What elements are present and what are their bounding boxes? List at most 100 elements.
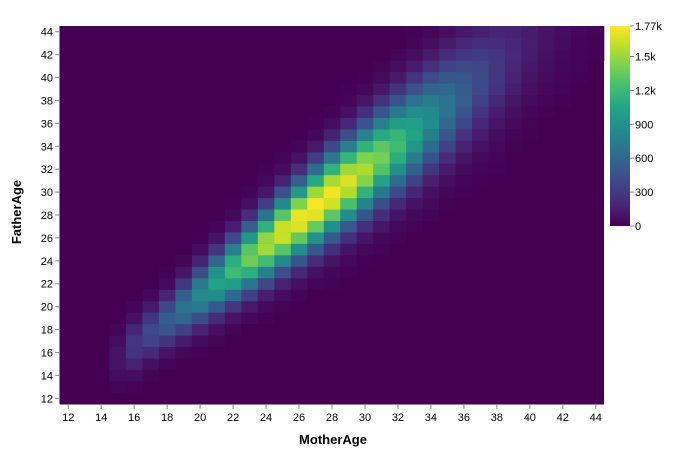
heatmap-cell bbox=[439, 94, 456, 107]
heatmap-cell bbox=[373, 152, 390, 164]
heatmap-cell bbox=[488, 129, 506, 141]
heatmap-cell bbox=[389, 117, 407, 130]
heatmap-cell bbox=[488, 152, 506, 164]
heatmap-cell bbox=[389, 186, 407, 199]
x-tick-label: 30 bbox=[359, 412, 371, 424]
heatmap-cell bbox=[175, 312, 193, 325]
x-tick-label: 28 bbox=[326, 412, 338, 424]
heatmap-cell bbox=[356, 83, 374, 96]
heatmap-cell bbox=[208, 300, 226, 313]
heatmap-cell bbox=[488, 26, 506, 38]
heatmap-cell bbox=[274, 197, 292, 210]
x-axis: 12 14 16 18 20 22 24 26 28 30 32 34 36 38 40 42 44 bbox=[60, 404, 604, 424]
heatmap-cell bbox=[488, 48, 506, 61]
y-tick-label: 36 bbox=[41, 118, 53, 130]
heatmap-cell bbox=[455, 117, 473, 130]
x-tick-label: 20 bbox=[194, 412, 206, 424]
heatmap-cell bbox=[406, 163, 423, 176]
heatmap-cell bbox=[521, 26, 539, 38]
heatmap-cell bbox=[257, 278, 275, 290]
heatmap-cell bbox=[439, 152, 456, 164]
heatmap-cell bbox=[323, 232, 341, 244]
heatmap-cell bbox=[373, 186, 390, 199]
heatmap-cell bbox=[373, 163, 390, 176]
heatmap-cell bbox=[389, 60, 407, 73]
heatmap-cell bbox=[323, 220, 341, 233]
heatmap-cell bbox=[521, 37, 539, 50]
heatmap-cell bbox=[587, 48, 605, 61]
heatmap-cell bbox=[323, 129, 341, 141]
heatmap-cell bbox=[389, 232, 407, 244]
heatmap-cell bbox=[340, 243, 358, 256]
heatmap-cell bbox=[340, 174, 358, 187]
heatmap-cell bbox=[422, 60, 440, 73]
heatmap-cell bbox=[290, 232, 308, 244]
heatmap-cell bbox=[389, 197, 407, 210]
heatmap-cell bbox=[538, 60, 555, 73]
heatmap-cell bbox=[373, 197, 390, 210]
heatmap-cell bbox=[406, 174, 423, 187]
heatmap-cell bbox=[158, 358, 176, 370]
heatmap-cell bbox=[505, 83, 522, 96]
legend-tick-label: 600 bbox=[635, 153, 653, 165]
heatmap-cell bbox=[554, 94, 572, 107]
heatmap-cell bbox=[389, 209, 407, 222]
y-tick-label: 32 bbox=[41, 164, 53, 176]
heatmap-cell bbox=[505, 94, 522, 107]
heatmap-cell bbox=[356, 140, 374, 153]
heatmap-cell bbox=[142, 323, 160, 336]
heatmap-cell bbox=[472, 83, 489, 96]
heatmap-cell bbox=[257, 197, 275, 210]
heatmap-cell bbox=[340, 152, 358, 164]
heatmap-cell bbox=[290, 266, 308, 279]
heatmap-cell bbox=[274, 300, 292, 313]
heatmap-cell bbox=[422, 174, 440, 187]
heatmap-cell bbox=[224, 289, 242, 302]
heatmap-cell bbox=[175, 346, 193, 359]
heatmap-cell bbox=[472, 163, 489, 176]
heatmap-cell bbox=[340, 232, 358, 244]
heatmap-cell bbox=[389, 129, 407, 141]
heatmap-cell bbox=[142, 346, 160, 359]
heatmap-cell bbox=[406, 60, 423, 73]
heatmap-cell bbox=[340, 129, 358, 141]
heatmap-cell bbox=[257, 243, 275, 256]
heatmap-cell bbox=[307, 255, 325, 267]
heatmap-cell bbox=[208, 323, 226, 336]
heatmap-cell bbox=[257, 266, 275, 279]
heatmap-cell bbox=[191, 289, 209, 302]
heatmap-cell bbox=[439, 37, 456, 50]
heatmap-cell bbox=[472, 152, 489, 164]
heatmap-cell bbox=[472, 117, 489, 130]
heatmap-cell bbox=[307, 174, 325, 187]
x-tick-label: 42 bbox=[557, 412, 569, 424]
heatmap-cell bbox=[554, 37, 572, 50]
heatmap-cell bbox=[521, 117, 539, 130]
heatmap-cell bbox=[488, 94, 506, 107]
y-tick-label: 14 bbox=[41, 370, 53, 382]
heatmap-cell bbox=[125, 335, 143, 348]
heatmap-cell bbox=[208, 278, 226, 290]
heatmap-cell bbox=[290, 289, 308, 302]
heatmap-cell bbox=[340, 220, 358, 233]
heatmap-cell bbox=[142, 312, 160, 325]
heatmap-cell bbox=[439, 60, 456, 73]
y-tick-label: 28 bbox=[41, 210, 53, 222]
heatmap-cell bbox=[257, 174, 275, 187]
heatmap-cell bbox=[472, 60, 489, 73]
heatmap-cell bbox=[290, 186, 308, 199]
x-tick-label: 44 bbox=[590, 412, 602, 424]
heatmap-cell bbox=[422, 83, 440, 96]
heatmap-cell bbox=[587, 26, 605, 38]
heatmap-cell bbox=[439, 83, 456, 96]
heatmap-cell bbox=[356, 152, 374, 164]
heatmap-cell bbox=[422, 94, 440, 107]
heatmap-cell bbox=[323, 163, 341, 176]
heatmap-cell bbox=[142, 358, 160, 370]
heatmap-cell bbox=[224, 278, 242, 290]
heatmap-cell bbox=[191, 335, 209, 348]
heatmap-cell bbox=[208, 243, 226, 256]
heatmap-cell bbox=[323, 255, 341, 267]
heatmap-cell bbox=[323, 186, 341, 199]
heatmap-cell bbox=[224, 323, 242, 336]
